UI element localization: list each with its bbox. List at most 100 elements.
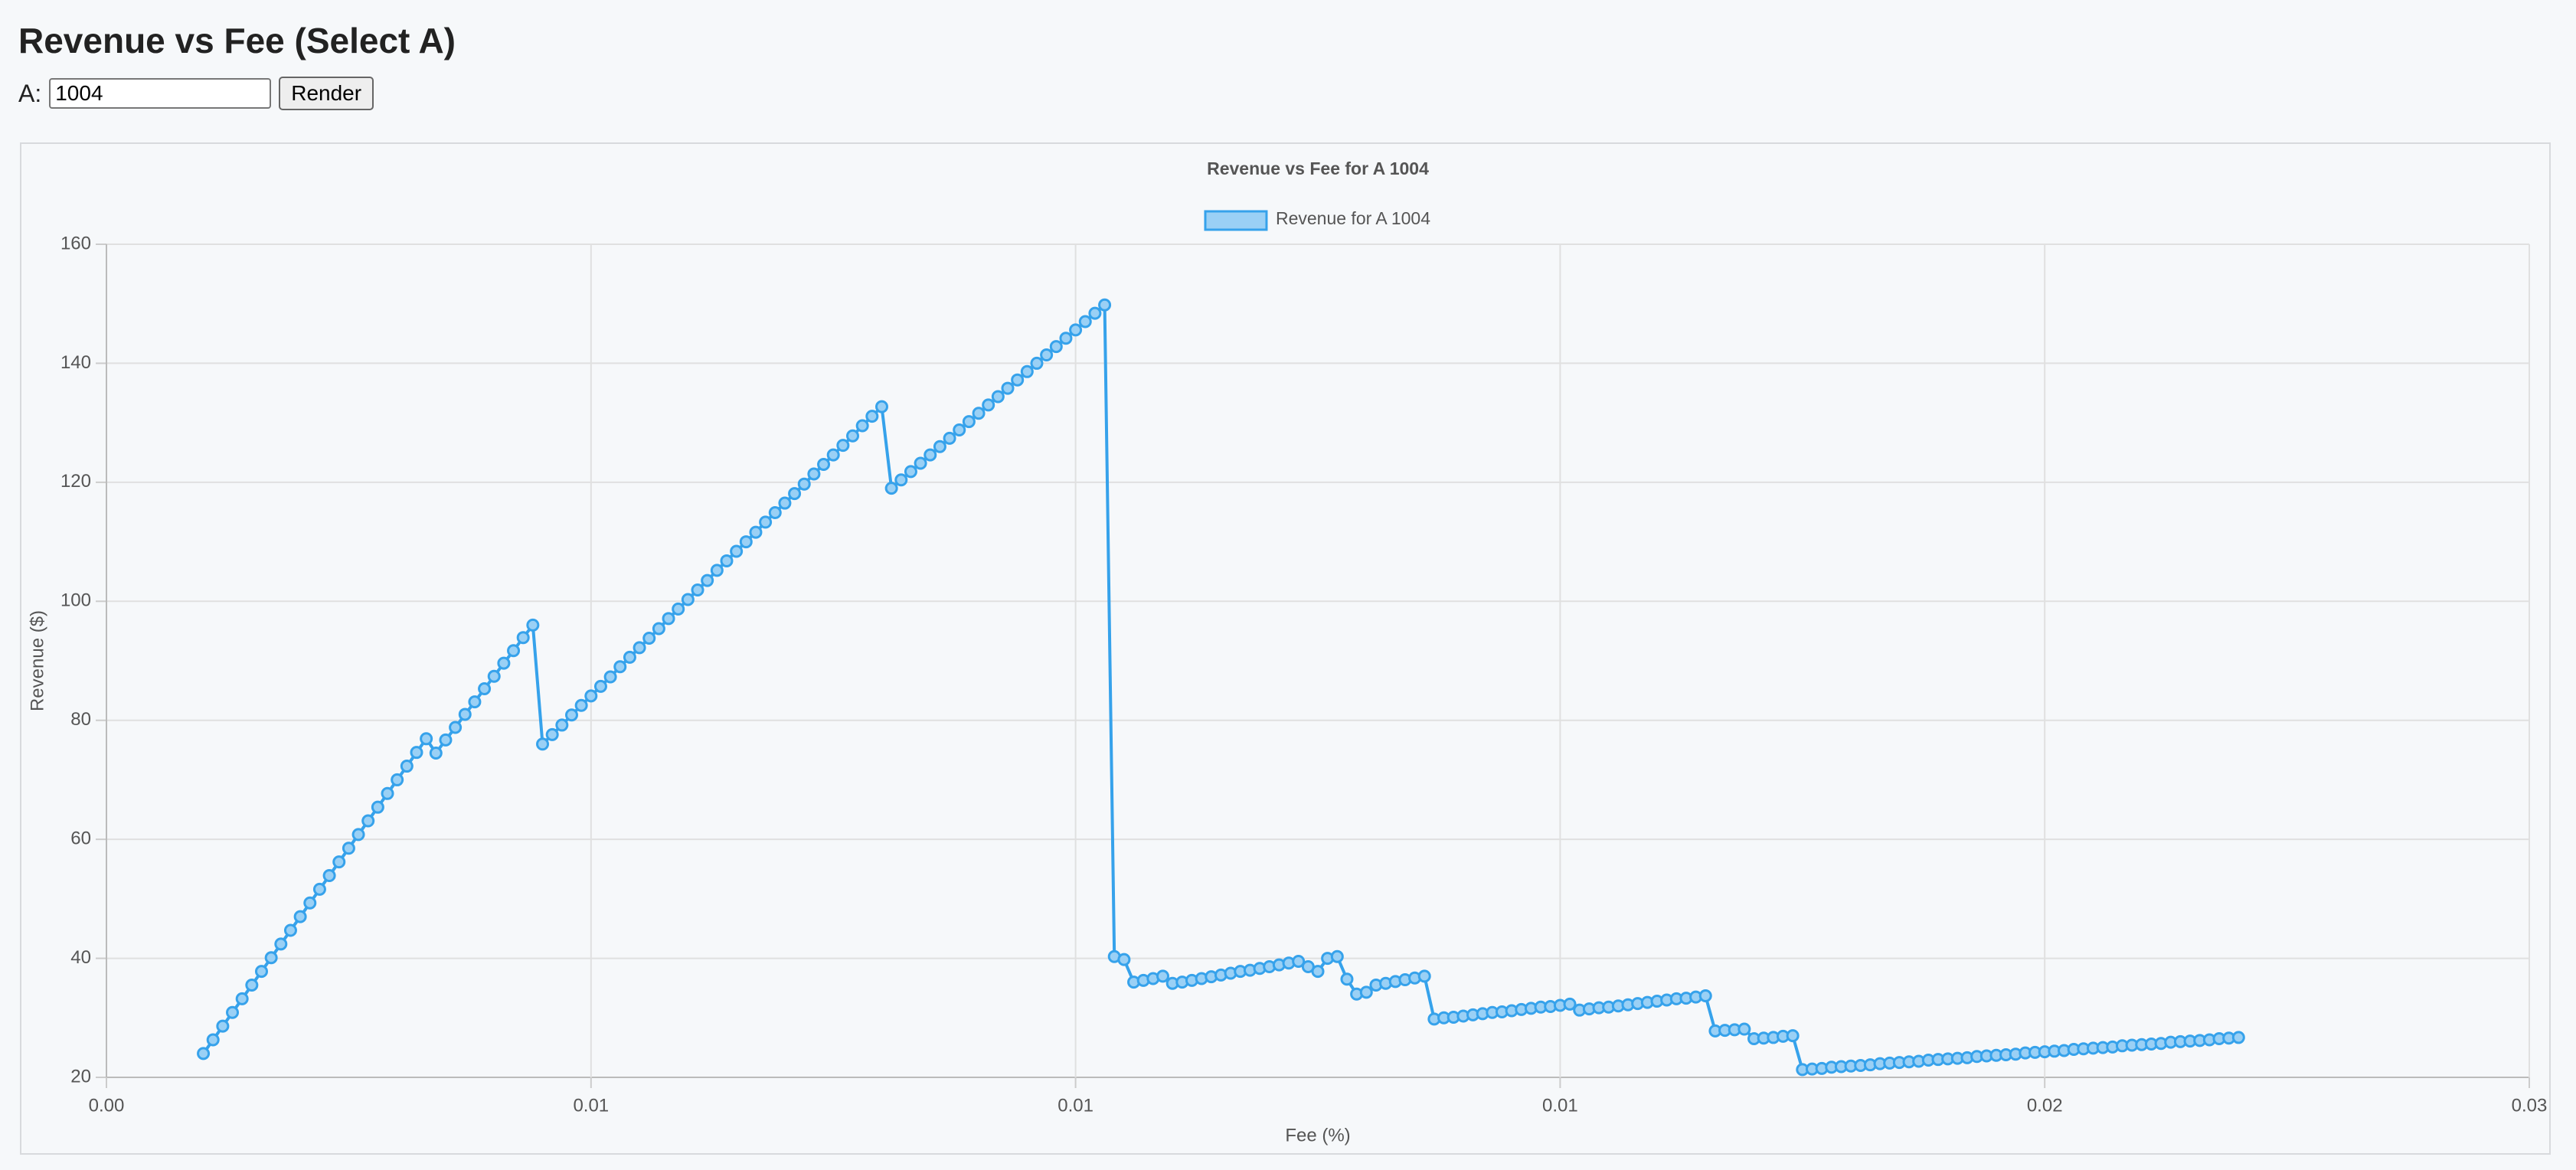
data-point bbox=[943, 431, 956, 445]
a-input[interactable] bbox=[49, 78, 272, 109]
data-point bbox=[865, 410, 879, 423]
data-point bbox=[962, 415, 976, 429]
data-point bbox=[303, 896, 317, 910]
chart-container: Revenue vs Fee for A 1004 Revenue for A 1… bbox=[20, 142, 2551, 1155]
data-point bbox=[226, 1005, 240, 1019]
data-point bbox=[855, 419, 869, 433]
data-point bbox=[788, 487, 802, 501]
data-point bbox=[526, 618, 540, 632]
data-point bbox=[778, 496, 792, 510]
data-point bbox=[933, 440, 946, 453]
data-point bbox=[739, 535, 753, 549]
data-point bbox=[1737, 1022, 1751, 1036]
data-point bbox=[536, 737, 550, 751]
data-point bbox=[1069, 323, 1083, 337]
data-point bbox=[720, 554, 734, 567]
data-point bbox=[797, 477, 811, 491]
y-tick-label: 100 bbox=[60, 590, 91, 611]
data-point bbox=[874, 400, 888, 413]
data-point bbox=[633, 641, 646, 655]
data-point bbox=[623, 650, 636, 664]
data-point bbox=[710, 564, 724, 577]
data-point bbox=[982, 398, 995, 412]
data-point bbox=[924, 448, 937, 462]
data-point bbox=[1040, 348, 1054, 362]
y-tick-label: 140 bbox=[60, 352, 91, 373]
data-point bbox=[439, 733, 453, 747]
data-point bbox=[593, 679, 607, 693]
data-point bbox=[894, 473, 908, 487]
data-point bbox=[1292, 954, 1306, 968]
data-point bbox=[642, 631, 656, 645]
data-point bbox=[264, 951, 278, 965]
data-point bbox=[817, 458, 831, 472]
series-line bbox=[201, 301, 2239, 1071]
legend-swatch bbox=[1204, 210, 1268, 231]
data-point bbox=[904, 465, 917, 479]
data-point bbox=[953, 423, 966, 436]
data-point bbox=[361, 814, 375, 828]
data-point bbox=[235, 992, 249, 1005]
y-tick-label: 120 bbox=[60, 471, 91, 492]
data-point bbox=[991, 390, 1005, 404]
page-title: Revenue vs Fee (Select A) bbox=[18, 21, 456, 60]
controls: A: Render bbox=[18, 77, 374, 110]
data-point bbox=[584, 689, 598, 703]
data-point bbox=[2231, 1031, 2245, 1044]
data-point bbox=[1030, 356, 1044, 370]
x-tick-label: 0.01 bbox=[573, 1095, 609, 1116]
x-axis-label: Fee (%) bbox=[1285, 1125, 1350, 1145]
data-point bbox=[254, 965, 268, 979]
data-point bbox=[701, 574, 714, 587]
render-button[interactable]: Render bbox=[279, 77, 374, 110]
data-point bbox=[468, 695, 482, 709]
data-point bbox=[245, 979, 259, 992]
data-point bbox=[807, 467, 821, 481]
data-point bbox=[283, 923, 297, 937]
data-point bbox=[1117, 953, 1131, 966]
data-point bbox=[846, 429, 860, 443]
data-point bbox=[884, 482, 898, 495]
y-tick-label: 40 bbox=[70, 947, 91, 968]
data-point bbox=[1059, 332, 1073, 345]
data-point bbox=[759, 515, 773, 529]
data-point bbox=[1330, 949, 1344, 963]
data-point bbox=[1001, 381, 1015, 395]
data-point bbox=[458, 708, 472, 721]
data-point bbox=[497, 656, 511, 670]
data-point bbox=[216, 1019, 230, 1033]
data-point bbox=[351, 828, 365, 842]
data-point bbox=[972, 407, 986, 420]
x-tick-label: 0.01 bbox=[1058, 1095, 1093, 1116]
legend-label: Revenue for A 1004 bbox=[1276, 208, 1430, 228]
data-point bbox=[206, 1033, 220, 1047]
data-point bbox=[681, 593, 695, 606]
data-point bbox=[1417, 969, 1431, 983]
data-point bbox=[332, 855, 346, 869]
y-tick-label: 60 bbox=[70, 828, 91, 848]
data-point bbox=[371, 800, 384, 814]
data-point bbox=[555, 718, 569, 732]
data-point bbox=[564, 708, 578, 722]
data-point bbox=[400, 760, 414, 773]
y-tick-label: 80 bbox=[70, 709, 91, 730]
data-point bbox=[730, 544, 744, 558]
data-point bbox=[1098, 298, 1112, 312]
data-point bbox=[274, 937, 288, 951]
data-point bbox=[1698, 989, 1712, 1003]
data-point bbox=[672, 602, 685, 616]
data-point bbox=[1786, 1029, 1800, 1043]
y-axis-label: Revenue ($) bbox=[27, 610, 47, 711]
data-point bbox=[487, 669, 501, 683]
data-point bbox=[1340, 972, 1354, 986]
data-point bbox=[836, 439, 850, 453]
data-point bbox=[1311, 965, 1325, 979]
data-point bbox=[574, 698, 588, 712]
data-point bbox=[381, 786, 394, 800]
data-point bbox=[420, 732, 433, 746]
data-point bbox=[613, 660, 627, 674]
x-tick-label: 0.02 bbox=[2027, 1095, 2063, 1116]
data-point bbox=[603, 670, 617, 684]
data-point bbox=[391, 773, 404, 786]
